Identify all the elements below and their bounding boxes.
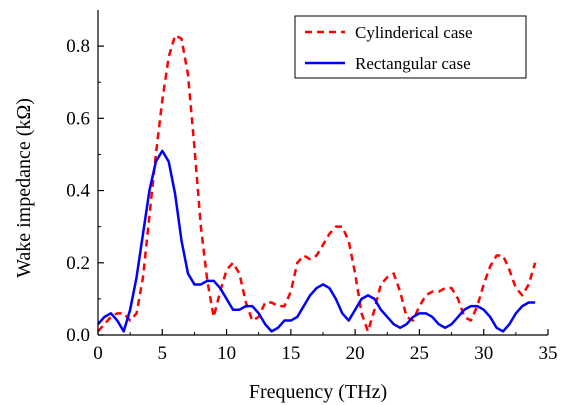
x-tick-label: 20 <box>346 343 365 364</box>
y-tick-label: 0.4 <box>66 181 90 202</box>
y-tick-label: 0.2 <box>66 253 90 274</box>
legend: Cylinderical case Rectangular case <box>294 15 527 79</box>
series-line-1 <box>97 149 536 333</box>
x-tick-label: 25 <box>410 343 429 364</box>
legend-label-rectangular: Rectangular case <box>355 54 471 73</box>
y-tick-label: 0.6 <box>66 108 90 129</box>
x-tick-label: 30 <box>474 343 493 364</box>
y-axis-title: Wake impedance (kΩ) <box>13 98 35 278</box>
x-tick-label: 5 <box>158 343 168 364</box>
x-tick-label: 15 <box>281 343 300 364</box>
plot-lines <box>97 34 537 333</box>
ticks: 0 5 10 15 20 25 30 35 0.0 0.2 0.4 0.6 0.8 <box>66 36 557 364</box>
x-tick-label: 10 <box>217 343 236 364</box>
y-tick-label: 0.8 <box>66 36 90 57</box>
y-tick-label: 0.0 <box>66 325 90 346</box>
legend-label-cylinderical: Cylinderical case <box>355 23 473 42</box>
x-tick-label: 35 <box>539 343 558 364</box>
x-axis-title: Frequency (THz) <box>249 381 387 403</box>
x-tick-label: 0 <box>93 343 103 364</box>
legend-box <box>294 15 527 79</box>
